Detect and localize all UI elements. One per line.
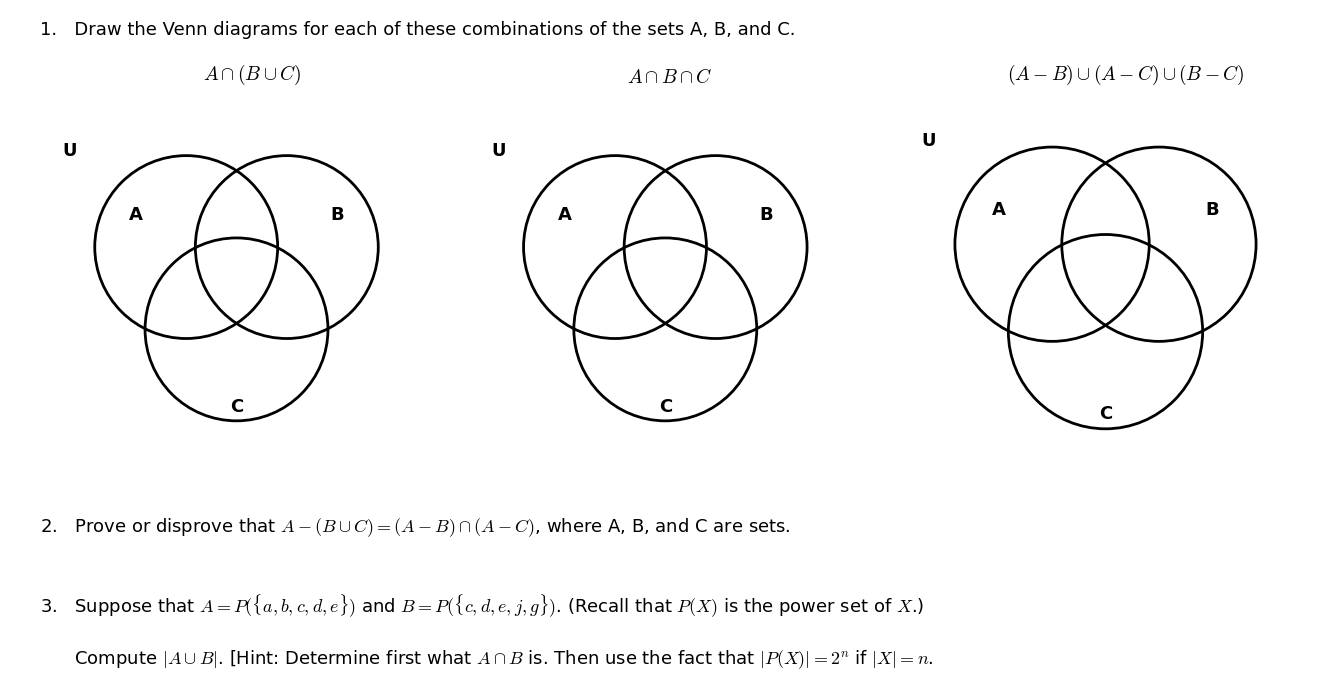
Text: U: U <box>63 142 78 160</box>
Text: B: B <box>1206 201 1219 219</box>
Text: $A \cap B \cap C$: $A \cap B \cap C$ <box>627 68 713 87</box>
Text: B: B <box>758 206 773 224</box>
Text: 3.   Suppose that $A = P(\{a, b, c, d, e\})$ and $B = P(\{c, d, e, j, g\})$. (Re: 3. Suppose that $A = P(\{a, b, c, d, e\}… <box>40 593 925 620</box>
Text: C: C <box>659 398 671 416</box>
Text: B: B <box>330 206 344 224</box>
Text: A: A <box>129 206 143 224</box>
Text: A: A <box>557 206 572 224</box>
Text: Compute $|A \cup B|$. [Hint: Determine first what $A \cap B$ is. Then use the fa: Compute $|A \cup B|$. [Hint: Determine f… <box>40 648 934 671</box>
Text: 1.   Draw the Venn diagrams for each of these combinations of the sets A, B, and: 1. Draw the Venn diagrams for each of th… <box>40 21 796 39</box>
Text: A: A <box>992 201 1005 219</box>
Text: $(A - B) \cup (A - C) \cup (B - C)$: $(A - B) \cup (A - C) \cup (B - C)$ <box>1006 62 1245 87</box>
Text: C: C <box>230 398 243 416</box>
Text: U: U <box>921 132 935 150</box>
Text: U: U <box>492 142 507 160</box>
Text: $A \cap (B \cup C)$: $A \cap (B \cup C)$ <box>202 62 302 87</box>
Text: C: C <box>1099 405 1112 423</box>
Text: 2.   Prove or disprove that $A - (B \cup C) = (A - B) \cap (A - C)$, where A, B,: 2. Prove or disprove that $A - (B \cup C… <box>40 516 791 539</box>
